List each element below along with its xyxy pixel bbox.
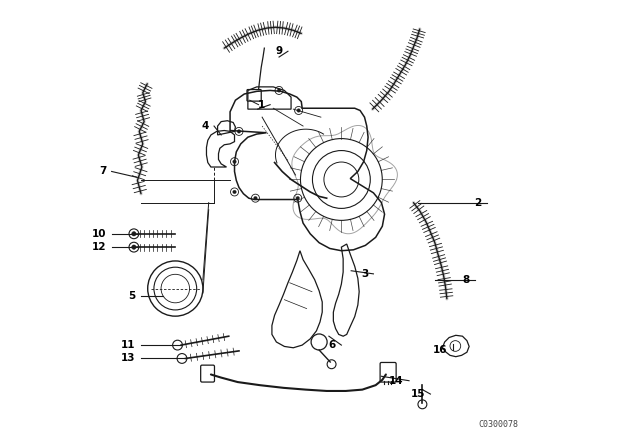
Circle shape <box>253 196 257 200</box>
Text: 9: 9 <box>275 46 283 56</box>
Text: 1: 1 <box>257 100 265 110</box>
Circle shape <box>277 89 281 92</box>
Circle shape <box>296 196 300 200</box>
Text: 6: 6 <box>329 340 336 350</box>
Text: 7: 7 <box>99 167 106 177</box>
Circle shape <box>237 129 241 133</box>
Circle shape <box>132 232 136 236</box>
Text: 3: 3 <box>361 269 368 279</box>
Text: 2: 2 <box>474 198 482 207</box>
Text: 4: 4 <box>202 121 209 131</box>
Text: 15: 15 <box>411 389 425 399</box>
Text: 5: 5 <box>129 291 136 301</box>
Text: 14: 14 <box>389 376 404 386</box>
Text: 13: 13 <box>121 353 136 363</box>
Text: C0300078: C0300078 <box>478 420 518 429</box>
Circle shape <box>297 109 300 112</box>
Text: 10: 10 <box>92 229 106 239</box>
Text: 8: 8 <box>462 275 470 284</box>
Text: 16: 16 <box>433 345 447 354</box>
Circle shape <box>233 160 236 164</box>
Circle shape <box>132 245 136 250</box>
Text: 12: 12 <box>92 242 106 252</box>
Text: 11: 11 <box>121 340 136 350</box>
Circle shape <box>233 190 236 194</box>
